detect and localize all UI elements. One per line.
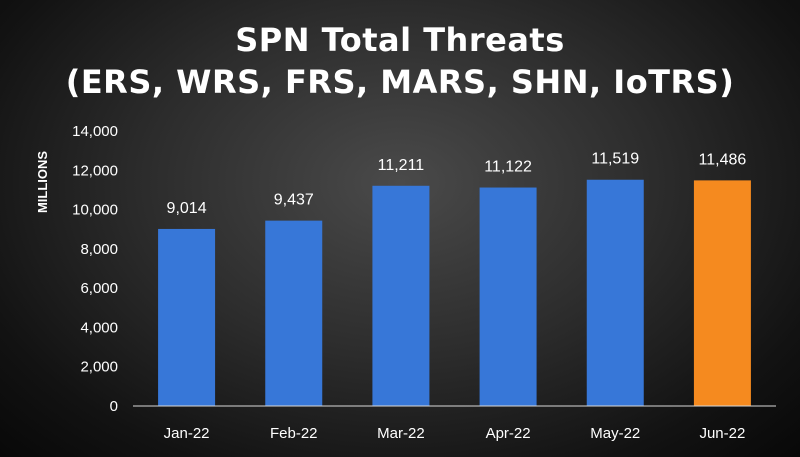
- bar-value-label: 11,122: [484, 159, 532, 176]
- y-tick-label: 14,000: [72, 123, 118, 140]
- bar-value-label: 11,519: [591, 151, 639, 168]
- bar: [693, 180, 751, 406]
- x-tick-label: Apr-22: [486, 425, 531, 442]
- bar: [265, 220, 323, 406]
- y-tick-label: 10,000: [72, 202, 118, 219]
- x-tick-label: May-22: [590, 425, 640, 442]
- bar-value-label: 9,014: [167, 200, 207, 217]
- y-axis-title: MILLIONS: [35, 151, 50, 213]
- y-tick-label: 6,000: [80, 280, 118, 297]
- bar: [586, 179, 644, 406]
- bar-value-label: 11,486: [699, 151, 747, 168]
- x-tick-label: Jun-22: [699, 425, 745, 442]
- y-tick-label: 12,000: [72, 162, 118, 179]
- y-tick-label: 8,000: [80, 241, 118, 258]
- y-tick-label: 4,000: [80, 319, 118, 336]
- chart-title-line-2: (ERS, WRS, FRS, MARS, SHN, IoTRS): [65, 63, 735, 101]
- y-tick-label: 0: [110, 398, 118, 415]
- chart-title-line-1: SPN Total Threats: [235, 21, 565, 59]
- bar: [479, 187, 537, 406]
- bar: [372, 185, 430, 406]
- bar-value-label: 11,211: [378, 157, 425, 174]
- x-tick-label: Jan-22: [164, 425, 210, 442]
- x-tick-label: Feb-22: [270, 425, 318, 442]
- bar-value-label: 9,437: [274, 192, 314, 209]
- x-tick-label: Mar-22: [377, 425, 425, 442]
- y-tick-label: 2,000: [80, 359, 118, 376]
- bar: [158, 228, 216, 406]
